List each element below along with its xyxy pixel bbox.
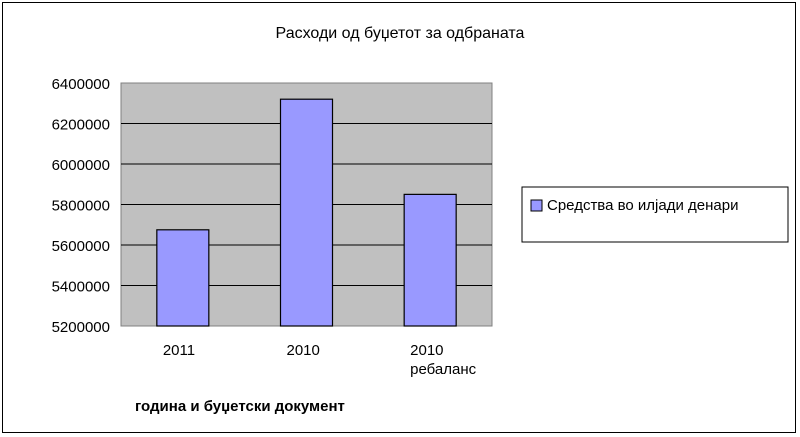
- bar: [279, 98, 334, 327]
- legend-box: [521, 186, 789, 243]
- x-axis-ticks: 2011 2010 2010 ребаланс: [163, 342, 477, 378]
- x-tick-label: 2011: [163, 342, 195, 359]
- bar: [403, 193, 457, 327]
- bar: [156, 229, 210, 327]
- y-tick-label: 6200000: [52, 117, 110, 134]
- x-axis-title: година и буџетски документ: [135, 398, 345, 415]
- x-tick-label: 2010: [287, 342, 320, 359]
- legend-swatch: [530, 199, 543, 212]
- bars: [156, 98, 457, 327]
- y-tick-label: 5800000: [52, 198, 110, 215]
- legend-label: Средства во илјади денари: [547, 197, 738, 214]
- y-tick-label: 5400000: [52, 279, 110, 296]
- x-tick-label: 2010: [410, 342, 443, 359]
- y-tick-label: 6000000: [52, 157, 110, 174]
- y-tick-label: 5200000: [52, 319, 110, 336]
- x-tick-label: ребаланс: [410, 361, 476, 378]
- y-axis-ticks: 5200000 5400000 5600000 5800000 6000000 62000…: [52, 76, 110, 336]
- chart-title: Расходи од буџетот за одбраната: [276, 25, 525, 42]
- y-tick-label: 5600000: [52, 238, 110, 255]
- legend: Средства во илјади денари: [521, 186, 789, 243]
- y-tick-label: 6400000: [52, 76, 110, 93]
